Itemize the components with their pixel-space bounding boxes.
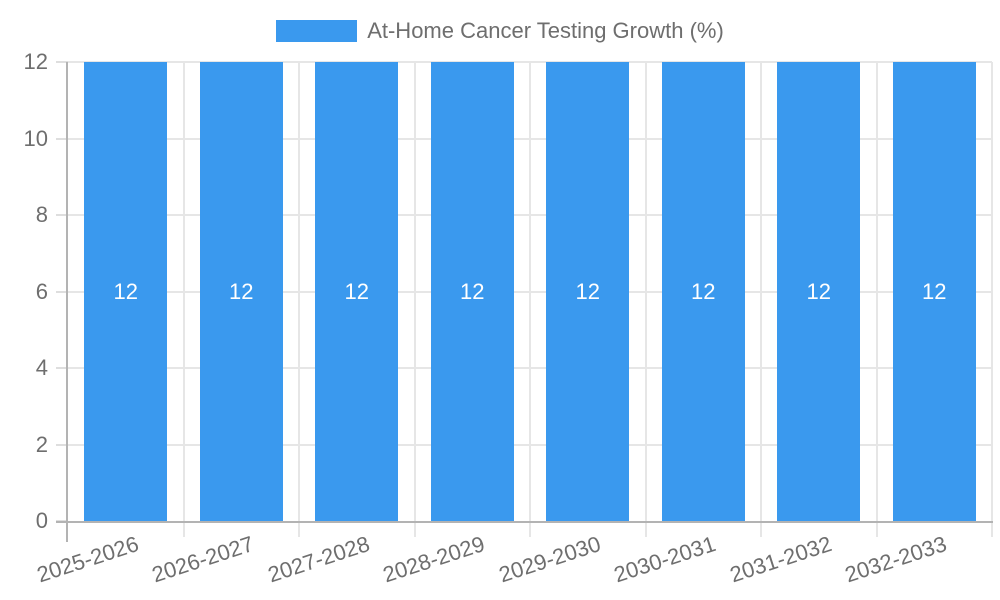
- x-gridline: [298, 62, 300, 537]
- x-tick-label: 2030-2031: [610, 531, 719, 588]
- bar-value-label: 12: [691, 278, 716, 304]
- x-gridline: [413, 62, 416, 537]
- bar-value-label: 12: [922, 278, 947, 304]
- x-axis-line: [56, 521, 993, 523]
- x-tick-label: 2027-2028: [264, 531, 373, 588]
- bar[interactable]: [777, 62, 861, 521]
- y-tick-mark: [56, 214, 68, 216]
- y-tick-label: 0: [35, 508, 48, 533]
- chart-legend[interactable]: At-Home Cancer Testing Growth (%): [0, 19, 1000, 43]
- bar-value-label: 12: [229, 278, 254, 304]
- y-tick-label: 8: [35, 202, 48, 227]
- bar[interactable]: [546, 62, 630, 521]
- y-tick-mark: [56, 137, 68, 140]
- y-tick-label: 4: [35, 355, 48, 380]
- bar-value-label: 12: [575, 278, 600, 304]
- bar-value-label: 12: [460, 278, 485, 304]
- bar[interactable]: [892, 62, 976, 521]
- x-tick-label: 2028-2029: [379, 531, 488, 588]
- bar[interactable]: [84, 62, 168, 521]
- bar[interactable]: [430, 62, 514, 521]
- x-tick-label: 2026-2027: [148, 531, 257, 588]
- x-tick-label: 2025-2026: [33, 531, 142, 588]
- y-tick-label: 2: [35, 431, 48, 457]
- y-tick-mark: [56, 367, 68, 369]
- x-gridline: [182, 62, 185, 537]
- y-tick-label: 12: [23, 49, 48, 74]
- y-tick-mark: [56, 290, 68, 293]
- legend-label: At-Home Cancer Testing Growth (%): [367, 18, 724, 43]
- bar[interactable]: [199, 62, 283, 521]
- legend-swatch-icon: [276, 20, 358, 42]
- bar-value-label: 12: [806, 278, 831, 304]
- y-axis-line: [66, 62, 68, 542]
- x-tick-label: 2029-2030: [495, 531, 604, 588]
- x-gridline: [875, 62, 878, 537]
- bar[interactable]: [315, 62, 399, 521]
- y-tick-mark: [56, 61, 68, 63]
- x-gridline: [529, 62, 531, 537]
- bar[interactable]: [661, 62, 745, 521]
- x-tick-label: 2032-2033: [841, 531, 950, 588]
- bar-value-label: 12: [344, 278, 369, 304]
- x-gridline: [760, 62, 762, 537]
- x-tick-label: 2031-2032: [726, 531, 835, 588]
- y-tick-mark: [56, 443, 68, 446]
- y-tick-label: 6: [35, 278, 48, 304]
- bar-value-label: 12: [113, 278, 138, 304]
- y-tick-label: 10: [23, 125, 48, 151]
- x-gridline: [644, 62, 647, 537]
- x-gridline: [991, 62, 993, 537]
